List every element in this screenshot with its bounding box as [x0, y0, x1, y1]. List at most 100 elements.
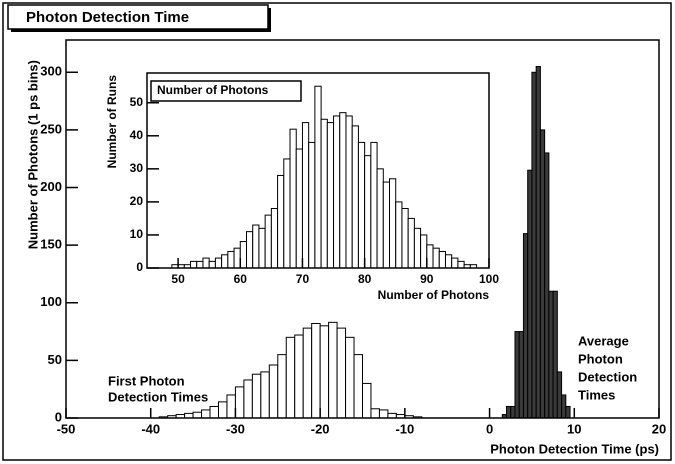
plot-border	[65, 39, 660, 419]
y-tick-label: 50	[48, 352, 62, 367]
histogram-bar	[552, 290, 558, 419]
histogram-bar	[302, 327, 313, 419]
histogram-bar	[457, 260, 465, 269]
histogram-bar	[314, 85, 322, 269]
histogram-bar	[233, 247, 241, 269]
histogram-bar	[357, 141, 366, 269]
histogram-bar	[432, 247, 440, 269]
histogram-bar	[227, 250, 235, 269]
histogram-bar	[413, 227, 422, 269]
histogram-bar	[308, 141, 316, 269]
histogram-bar	[277, 354, 287, 419]
histogram-bar	[527, 169, 533, 419]
histogram-bar	[561, 394, 567, 419]
histogram-bar	[339, 112, 347, 269]
annotation: Photon	[578, 351, 623, 366]
histogram-bar	[345, 336, 355, 419]
histogram-bar	[320, 118, 328, 269]
y-tick-label: 250	[40, 121, 62, 136]
histogram-bar	[209, 405, 219, 419]
histogram-bar	[407, 217, 415, 269]
histogram-bar	[217, 401, 228, 419]
annotation: Detection Times	[108, 389, 208, 404]
histogram-bar	[336, 327, 347, 419]
y-tick-label: 40	[130, 128, 144, 142]
histogram-bar	[370, 141, 378, 269]
histogram-bar	[295, 148, 303, 269]
histogram-bar	[208, 260, 216, 269]
y-tick-label: 0	[55, 409, 62, 424]
histogram-bar	[270, 208, 279, 269]
histogram-bar	[258, 227, 266, 269]
y-axis-label: Number of Photons (1 ps bins)	[25, 60, 40, 249]
histogram-bar	[518, 331, 524, 419]
histogram-bar	[234, 386, 245, 419]
inset-y-axis-label: Number of Runs	[105, 75, 119, 169]
histogram-bar	[535, 66, 541, 419]
chart-title: Photon Detection Time	[26, 9, 189, 26]
histogram-bar	[364, 155, 372, 269]
histogram-bar	[565, 405, 571, 419]
histogram-bar	[395, 201, 403, 269]
annotation: First Photon	[108, 373, 185, 388]
histogram-bar	[389, 178, 397, 269]
histogram-bar	[226, 394, 236, 419]
histogram-bar	[506, 405, 512, 419]
histogram-bar	[438, 250, 446, 269]
x-axis-label: Photon Detection Time (ps)	[490, 441, 659, 456]
histogram-bar	[201, 409, 211, 419]
histogram-bar	[333, 115, 341, 269]
histogram-bar	[326, 122, 335, 269]
inset-title: Number of Photons	[157, 83, 269, 97]
histogram-bar	[245, 231, 254, 269]
y-tick-label: 150	[40, 237, 62, 252]
plot-border	[146, 72, 490, 269]
annotation: Average	[578, 333, 629, 348]
histogram-bar	[268, 364, 279, 419]
histogram-bar	[514, 331, 520, 419]
annotation: Times	[578, 387, 615, 402]
inset-x-axis-label: Number of Photons	[378, 288, 490, 302]
histogram-bar	[294, 334, 304, 419]
histogram-bar	[382, 181, 391, 269]
histogram-bar	[345, 115, 353, 269]
histogram-bar	[420, 234, 428, 269]
y-tick-label: 30	[130, 161, 144, 175]
y-tick-label: 20	[130, 194, 144, 208]
histogram-bar	[277, 174, 285, 269]
histogram-bar	[548, 290, 554, 419]
x-tick-label: -50	[57, 421, 76, 436]
x-tick-label: 100	[479, 272, 499, 286]
x-tick-label: -30	[226, 421, 245, 436]
title-box	[7, 4, 269, 30]
histogram-bar	[451, 257, 459, 269]
y-tick-label: 50	[130, 95, 144, 109]
x-tick-label: -10	[395, 421, 414, 436]
x-tick-label: 50	[171, 272, 185, 286]
histogram-bar	[264, 214, 272, 269]
y-tick-label: 300	[40, 64, 62, 79]
inset-title-box	[150, 80, 302, 102]
histogram-bar	[190, 260, 198, 269]
histogram-bar	[376, 168, 384, 269]
histogram-bar	[289, 128, 297, 269]
histogram-bar	[353, 354, 363, 419]
y-tick-label: 10	[130, 227, 144, 241]
histogram-bar	[214, 257, 223, 269]
x-tick-label: -20	[311, 421, 330, 436]
y-tick-label: 200	[40, 179, 62, 194]
annotation: Detection	[578, 369, 637, 384]
x-tick-label: -40	[141, 421, 160, 436]
x-tick-label: 70	[296, 272, 310, 286]
histogram-bar	[196, 260, 204, 269]
histogram-bar	[301, 122, 310, 269]
histogram-bar	[251, 373, 262, 419]
histogram-bar	[426, 244, 434, 269]
x-tick-label: 60	[234, 272, 248, 286]
histogram-bar	[444, 254, 453, 269]
histogram-bar	[378, 409, 389, 419]
histogram-bar	[362, 382, 372, 419]
histogram-bar	[539, 129, 546, 419]
histogram-bar	[510, 405, 516, 419]
